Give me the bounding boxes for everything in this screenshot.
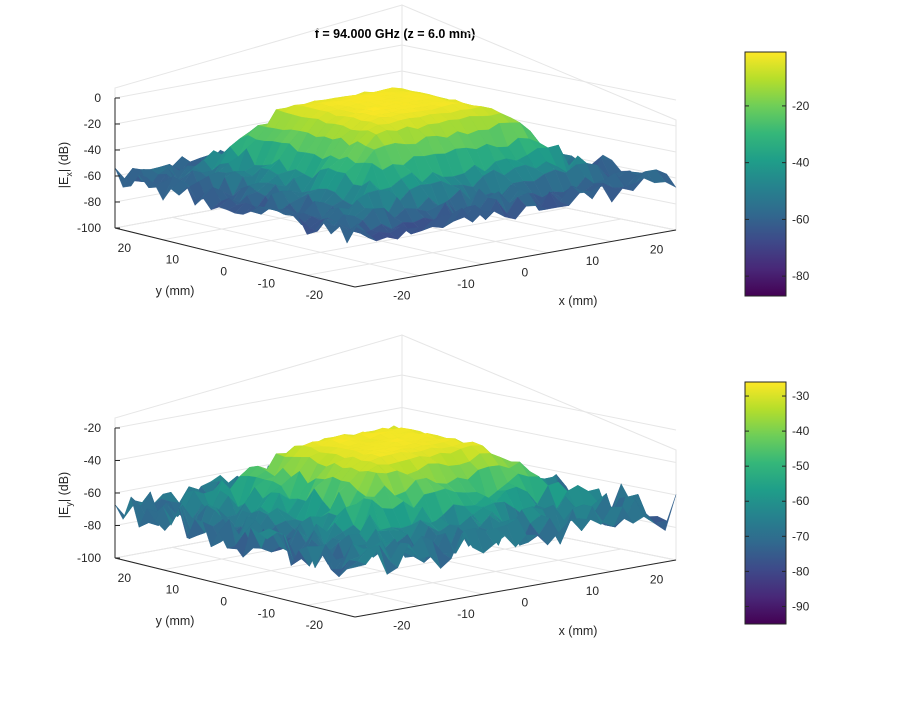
x-axis-label: x (mm)	[559, 294, 598, 308]
x-axis-label: x (mm)	[559, 624, 598, 638]
x-tick-label: 0	[522, 266, 529, 280]
colorbar-tick-label: -80	[792, 269, 810, 283]
colorbar-gradient	[744, 381, 787, 625]
x-tick-label: -20	[393, 288, 411, 302]
y-tick-label: 20	[118, 571, 132, 585]
x-tick-label: -20	[393, 618, 411, 632]
colorbar-tick-label: -90	[792, 599, 810, 613]
x-tick-label: -10	[457, 607, 475, 621]
z-tick-label: -40	[84, 454, 102, 468]
x-axis-line	[354, 559, 677, 618]
z-tick-label: -80	[84, 519, 102, 533]
surface-patch	[346, 223, 366, 244]
colorbar: -30 -40 -50 -60 -70 -80 -90	[744, 381, 810, 625]
colorbar-tick-label: -20	[792, 99, 810, 113]
z-tick-label: -20	[84, 421, 102, 435]
wall-gridline	[401, 70, 677, 127]
colorbar-tick-label: -50	[792, 459, 810, 473]
z-tick-label: -40	[84, 143, 102, 157]
wall-gridline	[401, 407, 677, 463]
y-tick-label: 20	[118, 241, 132, 255]
surface-patch	[570, 518, 591, 532]
x-tick-label: -10	[457, 277, 475, 291]
colorbar-tick-label: -60	[792, 494, 810, 508]
wall-gridline	[401, 44, 677, 101]
floor-gridline	[172, 216, 420, 277]
colorbar-tick-label: -80	[792, 564, 810, 578]
floor-gridline	[229, 206, 484, 265]
y-tick-label: 10	[166, 583, 180, 597]
figure-title: f = 94.000 GHz (z = 6.0 mm)	[315, 27, 476, 41]
z-tick-label: -80	[84, 195, 102, 209]
colorbar-tick-label: -70	[792, 529, 810, 543]
z-tick-label: -60	[84, 486, 102, 500]
wall-gridline	[114, 44, 403, 99]
x-tick-label: 20	[650, 573, 664, 587]
y-axis-label: y (mm)	[156, 284, 195, 298]
y-tick-label: 0	[220, 595, 227, 609]
z-tick-label: -60	[84, 169, 102, 183]
z-tick-label: -100	[77, 221, 101, 235]
z-axis-label: |Ey| (dB)	[57, 472, 74, 518]
colorbar-tick-label: -40	[792, 156, 810, 170]
wall-gridline	[401, 374, 677, 431]
y-tick-label: -20	[306, 618, 324, 632]
y-tick-label: 0	[220, 265, 227, 279]
y-tick-label: -20	[306, 288, 324, 302]
surface-mesh	[114, 87, 677, 244]
floor-gridline	[306, 218, 622, 276]
surface-patch	[346, 561, 367, 570]
z-tick-label: -20	[84, 117, 102, 131]
colorbar-gradient	[744, 51, 787, 297]
y-tick-label: -10	[258, 606, 276, 620]
surface-mesh	[114, 425, 677, 578]
z-tick-label: -100	[77, 551, 101, 565]
floor-gridline	[258, 537, 567, 594]
colorbar-tick-label: -30	[792, 389, 810, 403]
x-tick-label: 0	[522, 596, 529, 610]
y-tick-label: 10	[166, 253, 180, 267]
colorbar-tick-label: -40	[792, 424, 810, 438]
z-axis-label: |Ex| (dB)	[57, 142, 74, 188]
floor-gridline	[306, 548, 622, 606]
wall-gridline	[114, 407, 403, 461]
z-tick-label: 0	[94, 91, 101, 105]
x-tick-label: 10	[586, 254, 600, 268]
y-axis-line	[114, 557, 356, 618]
wall-gridline	[114, 374, 403, 429]
colorbar-tick-label: -60	[792, 212, 810, 226]
y-tick-label: -10	[258, 276, 276, 290]
y-axis-label: y (mm)	[156, 614, 195, 628]
colorbar: -20 -40 -60 -80	[744, 51, 810, 297]
y-axis-line	[114, 227, 356, 288]
wall-gridline	[114, 70, 403, 125]
x-tick-label: 20	[650, 243, 664, 257]
floor-gridline	[172, 546, 420, 607]
x-tick-label: 10	[586, 584, 600, 598]
x-axis-line	[354, 229, 677, 288]
